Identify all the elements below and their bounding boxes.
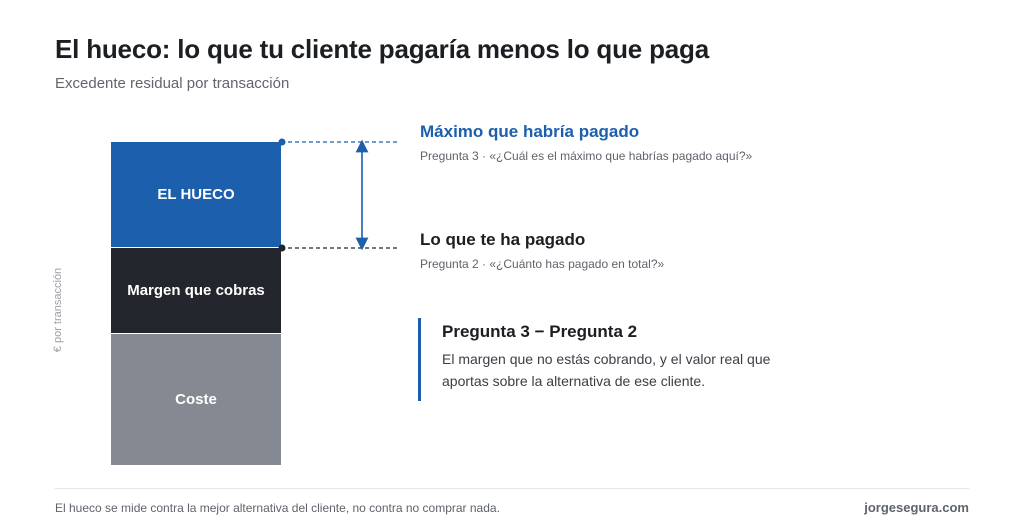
callout-title: Pregunta 3 − Pregunta 2 [442, 322, 638, 341]
paid-label-title: Lo que te ha pagado [420, 230, 586, 249]
bar-segment-hueco: EL HUECO [111, 142, 281, 247]
bar-segment-coste: Coste [111, 334, 281, 465]
paid-dot [278, 244, 286, 252]
paid-label-subtitle: Pregunta 2 · «¿Cuánto has pagado en tota… [420, 257, 665, 271]
max-label-title: Máximo que habría pagado [420, 122, 640, 141]
page-title: El hueco: lo que tu cliente pagaría meno… [55, 34, 709, 64]
bar-segment-margen: Margen que cobras [111, 248, 281, 333]
footer-site-link[interactable]: jorgesegura.com [864, 500, 969, 515]
page-subtitle: Excedente residual por transacción [55, 75, 290, 92]
callout-body: El margen que no estás cobrando, y el va… [442, 351, 771, 389]
max-label-subtitle: Pregunta 3 · «¿Cuál es el máximo que hab… [420, 149, 753, 163]
callout-box: Pregunta 3 − Pregunta 2 El margen que no… [418, 318, 772, 401]
max-dot [278, 138, 286, 146]
footer-divider [55, 488, 969, 489]
footer-note: El hueco se mide contra la mejor alterna… [55, 501, 500, 515]
